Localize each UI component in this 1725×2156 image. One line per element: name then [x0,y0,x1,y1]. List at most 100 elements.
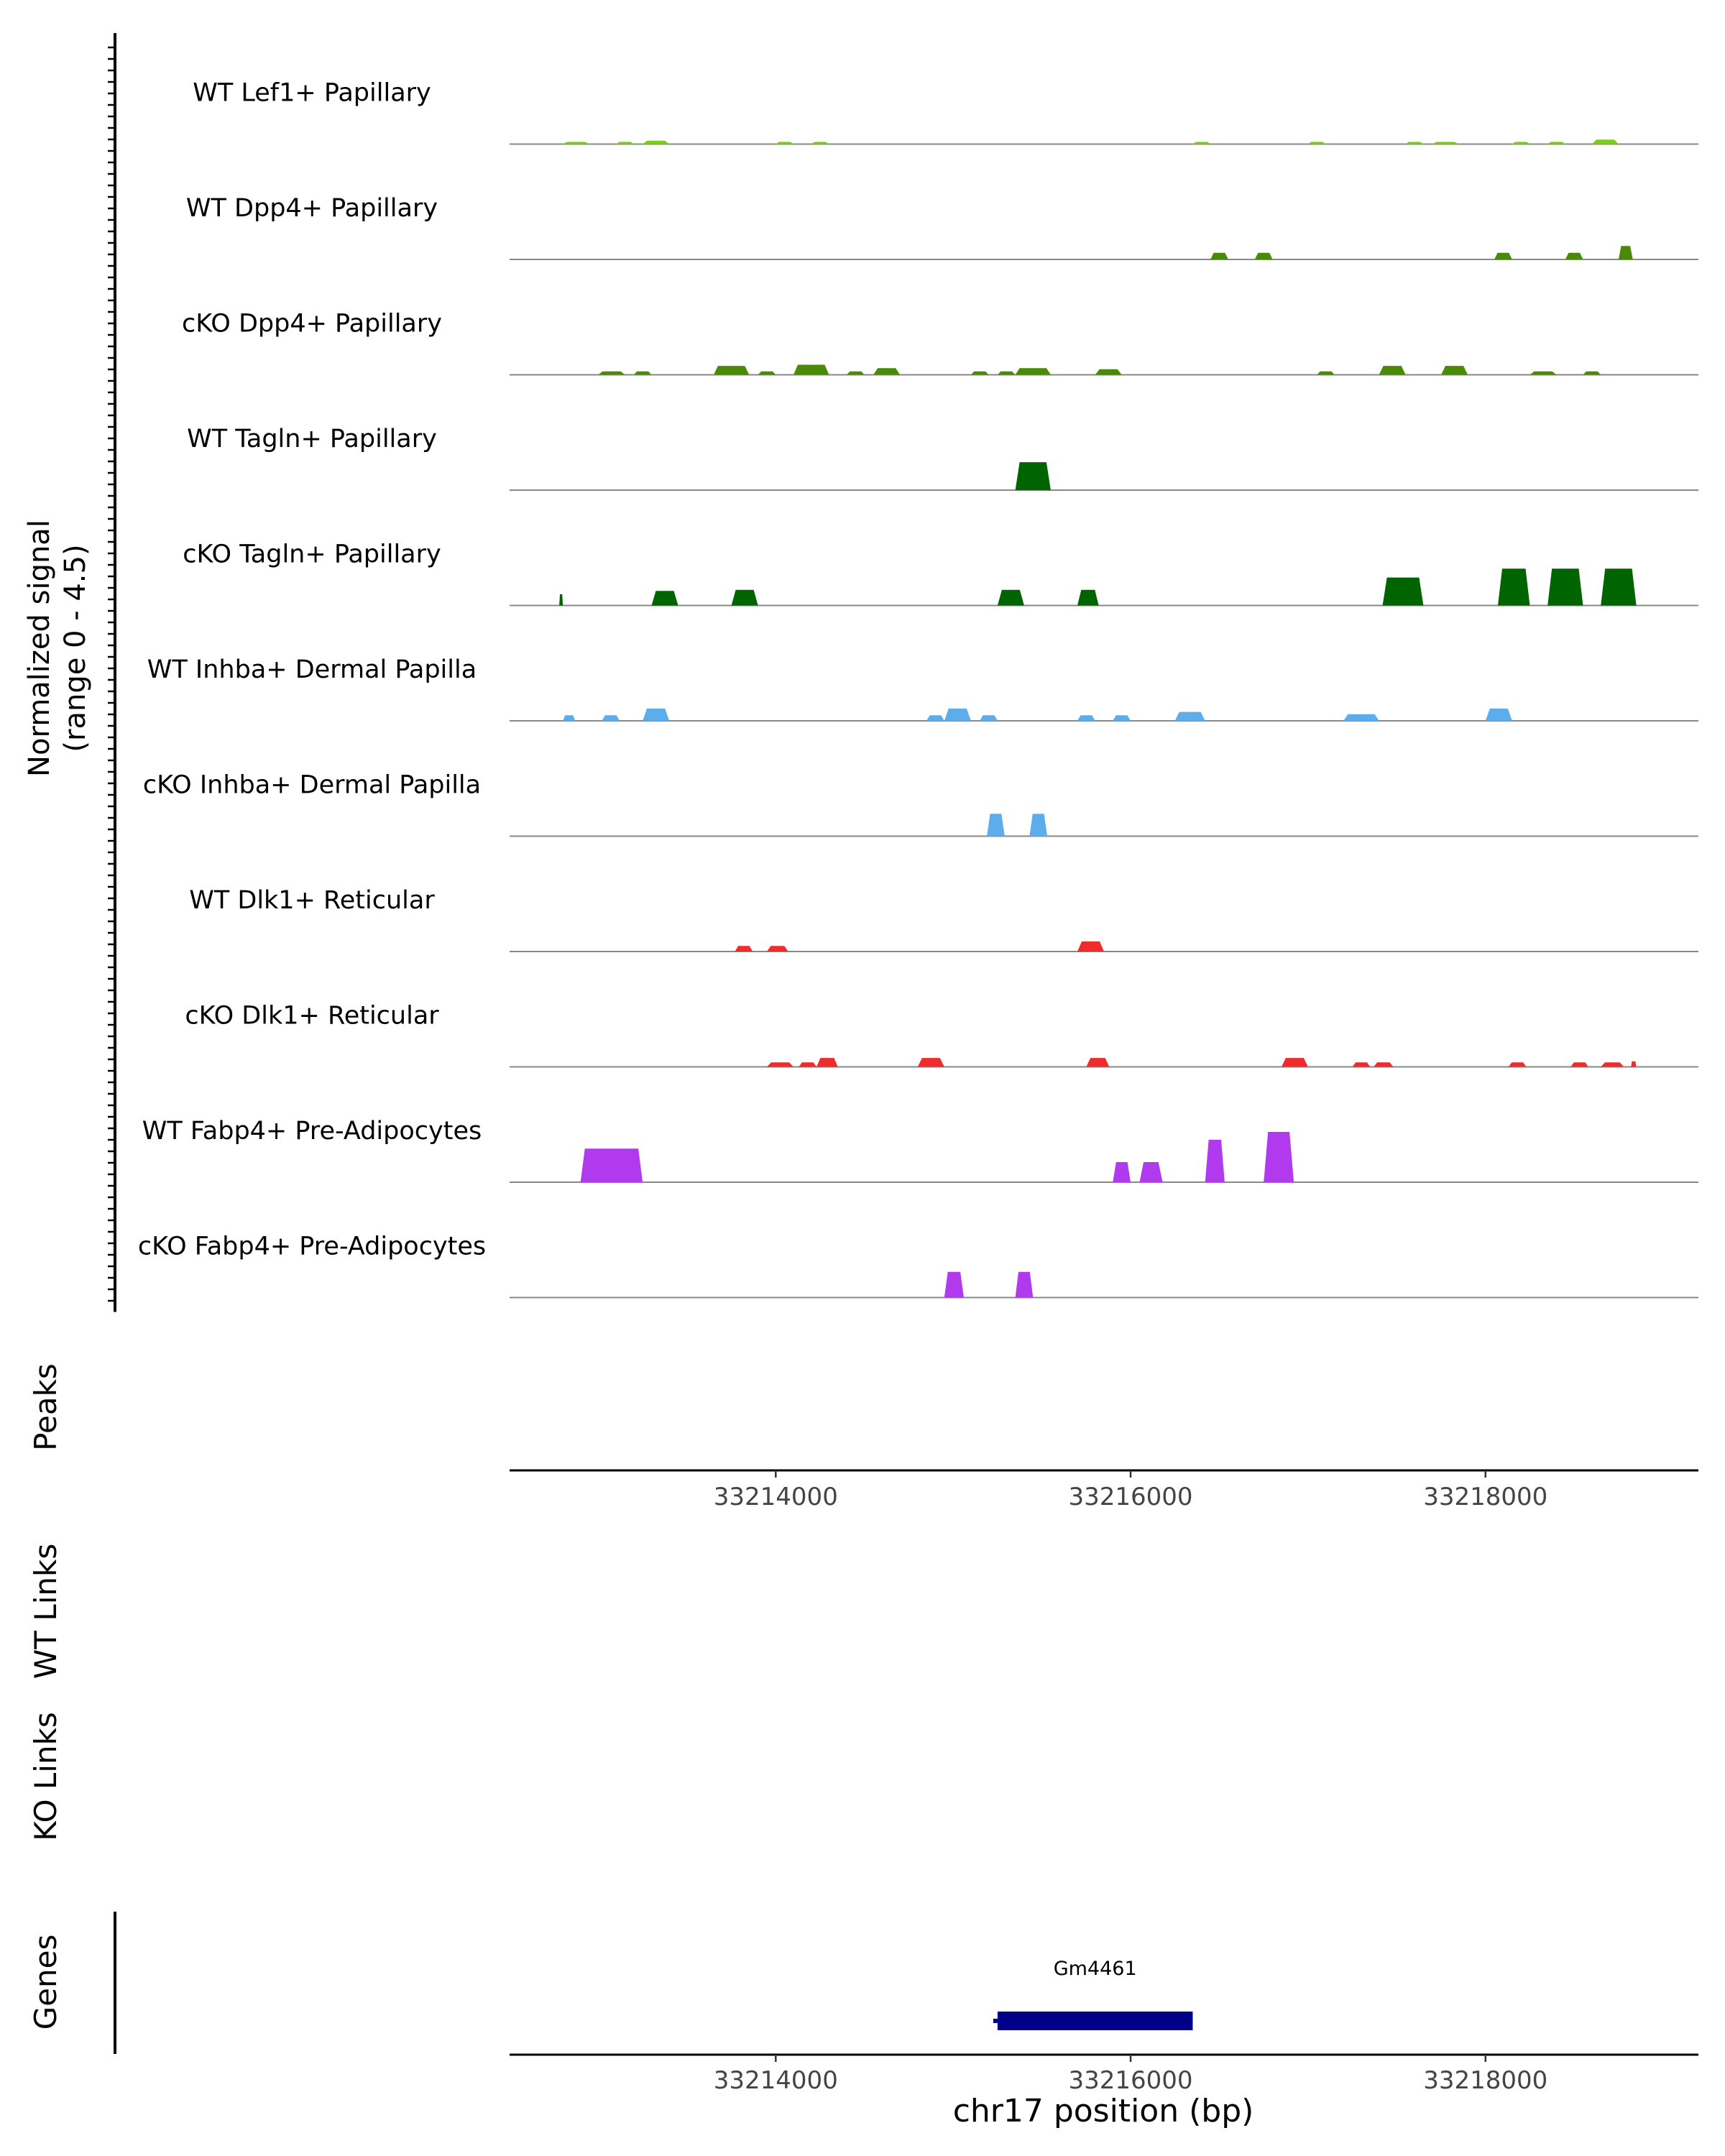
signal-peak [1029,814,1047,837]
track-label: cKO Fabp4+ Pre-Adipocytes [138,1233,486,1261]
x-axis-tick-label: 33218000 [1423,1483,1547,1511]
signal-axis-label-line2: (range 0 - 4.5) [59,544,92,752]
track-label: cKO Dlk1+ Reticular [185,1002,439,1031]
track: WT Tagln+ Papillary [187,425,1698,491]
track-label: WT Dpp4+ Papillary [186,194,438,223]
track-label: cKO Dpp4+ Papillary [182,310,442,338]
signal-peak [713,366,750,375]
track: cKO Dpp4+ Papillary [182,310,1698,376]
signal-peak [1374,1062,1394,1067]
signal-peak [944,1271,964,1298]
signal-peak [1618,246,1633,259]
x-axis-tick-label: 33214000 [714,2066,838,2095]
signal-peak [1205,1139,1225,1182]
track-label: WT Inhba+ Dermal Papilla [147,655,477,684]
peaks-x-axis-ticks: 33214000 33216000 33218000 [714,1470,1547,1511]
signal-peak [926,715,944,721]
signal-peak [980,715,998,721]
signal-peak [580,1148,643,1182]
signal-peak [651,591,678,606]
signal-peak [1382,577,1424,606]
signal-peak [1192,142,1211,144]
genes-panel-label: Genes [28,1935,63,2030]
signal-peak [811,142,829,144]
signal-peak [1139,1162,1163,1182]
signal-peak [1601,568,1637,606]
signal-peak [1631,1061,1637,1067]
track: cKO Inhba+ Dermal Papilla [143,771,1698,837]
track-label: cKO Inhba+ Dermal Papilla [143,771,481,800]
signal-peak [758,371,776,375]
signal-peak [1174,711,1205,721]
signal-peak [1113,715,1131,721]
genes-x-axis-ticks: 33214000 33216000 33218000 [714,2055,1547,2095]
signal-peak [563,715,576,721]
signal-peak [1264,1132,1294,1182]
track: WT Dpp4+ Papillary [186,194,1698,260]
x-axis-tick-label: 33216000 [1068,1483,1192,1511]
signal-peak [1583,371,1601,375]
signal-peak [1343,714,1379,721]
signal-peak [794,364,829,375]
peaks-panel-label: Peaks [28,1363,63,1451]
signal-peak [776,142,794,144]
track-label: WT Lef1+ Papillary [193,79,431,108]
signal-peak [873,368,901,375]
track-label: WT Dlk1+ Reticular [189,886,435,915]
track: WT Inhba+ Dermal Papilla [147,655,1698,722]
signal-peak [735,946,753,952]
signal-axis-label-line1: Normalized signal [23,520,56,777]
signal-peak [1494,252,1512,259]
signal-peak [1015,1271,1034,1298]
track: cKO Fabp4+ Pre-Adipocytes [138,1233,1698,1299]
signal-peak [997,589,1024,606]
signal-peak [1077,941,1104,952]
track: WT Lef1+ Papillary [193,79,1698,145]
x-axis-tick-label: 33218000 [1423,2066,1547,2095]
signal-peak [602,715,620,721]
signal-peak [987,814,1005,837]
signal-peak [944,708,971,721]
signal-peak [1317,371,1335,375]
track: cKO Tagln+ Papillary [183,540,1698,607]
signal-peak [1570,1062,1588,1067]
signal-peak [767,946,788,952]
signal-peak [598,371,625,375]
signal-peak [1086,1058,1110,1067]
signal-peak [1441,366,1468,375]
track: cKO Dlk1+ Reticular [185,1002,1698,1068]
track: WT Fabp4+ Pre-Adipocytes [142,1117,1698,1183]
signal-peak [616,142,634,144]
signal-peak [1547,142,1565,144]
signal-peak [917,1058,944,1067]
signal-peak [1113,1162,1131,1182]
signal-y-axis [108,33,116,1312]
signal-peak [1254,252,1273,259]
signal-peak [1077,715,1095,721]
signal-peak [1015,368,1051,375]
signal-peak [563,142,590,144]
track-label: WT Fabp4+ Pre-Adipocytes [142,1117,482,1146]
signal-peak [799,1062,817,1067]
signal-peak [1565,252,1583,259]
signal-peak [1210,252,1228,259]
signal-peak [1405,142,1424,144]
ko-links-panel-label: KO Links [28,1712,63,1841]
signal-peak [1508,1062,1527,1067]
track-label: WT Tagln+ Papillary [187,425,437,453]
track-label: cKO Tagln+ Papillary [183,540,441,569]
signal-peak [1307,142,1326,144]
signal-peak [847,371,865,375]
signal-peak [970,371,989,375]
signal-peak [1547,568,1583,606]
signal-peak [643,708,670,721]
wt-links-panel-label: WT Links [28,1544,63,1679]
signal-peak [767,1062,794,1067]
signal-peak [1352,1062,1371,1067]
signal-peak [1095,369,1122,375]
signal-peak [643,140,670,144]
signal-peak [816,1058,838,1067]
signal-peak [1601,1062,1624,1067]
signal-peak [1512,142,1530,144]
